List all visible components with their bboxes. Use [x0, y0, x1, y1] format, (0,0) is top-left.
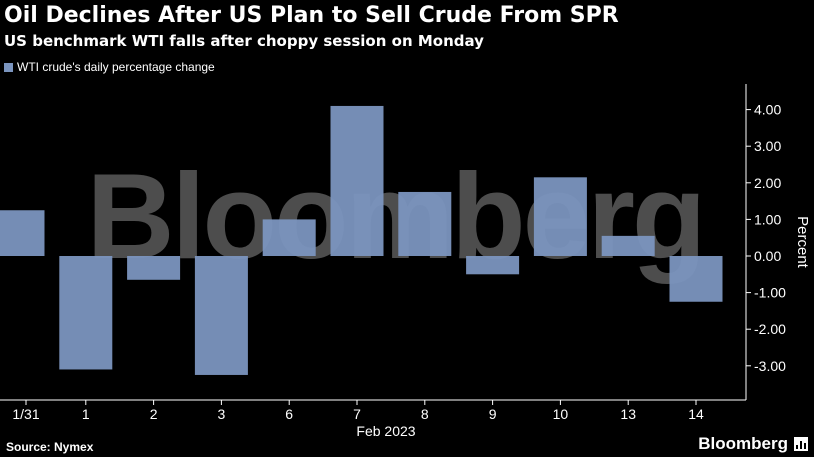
bloomberg-logo: Bloomberg [698, 434, 808, 454]
bloomberg-watermark: Bloomberg [87, 148, 704, 284]
y-tick-label: 3.00 [754, 138, 781, 154]
bar-1/31 [0, 210, 45, 256]
bar-9 [466, 256, 520, 275]
y-tick-label: -2.00 [754, 321, 786, 337]
y-tick-label: 4.00 [754, 102, 781, 118]
bar-chart-icon [794, 437, 808, 451]
y-tick-label: -1.00 [754, 285, 786, 301]
bar-14 [669, 256, 723, 302]
y-tick-label: -3.00 [754, 358, 786, 374]
bar-10 [533, 177, 587, 256]
x-tick-label: 6 [285, 406, 293, 422]
x-tick-label: 9 [489, 406, 497, 422]
x-tick-label: 3 [218, 406, 226, 422]
y-tick-label: 0.00 [754, 248, 781, 264]
x-tick-label: 7 [353, 406, 361, 422]
chart-subtitle: US benchmark WTI falls after choppy sess… [4, 32, 484, 50]
x-tick-label: 13 [620, 406, 636, 422]
bar-2 [127, 256, 181, 280]
brand-name: Bloomberg [698, 434, 788, 453]
bar-13 [601, 235, 655, 256]
source-note: Source: Nymex [6, 440, 94, 454]
legend-swatch [4, 62, 13, 72]
x-axis-title: Feb 2023 [356, 423, 415, 439]
bar-1 [59, 256, 113, 370]
legend: WTI crude's daily percentage change [4, 60, 215, 74]
bar-3 [194, 256, 248, 375]
bar-6 [262, 219, 316, 256]
legend-label: WTI crude's daily percentage change [17, 60, 215, 74]
bar-8 [398, 191, 452, 256]
y-tick-label: 2.00 [754, 175, 781, 191]
x-tick-label: 8 [421, 406, 429, 422]
x-tick-label: 10 [553, 406, 569, 422]
x-tick-label: 1/31 [12, 406, 39, 422]
y-axis-title: Percent [794, 216, 811, 269]
x-tick-label: 2 [150, 406, 158, 422]
bar-7 [330, 105, 384, 256]
x-tick-label: 14 [688, 406, 704, 422]
y-tick-label: 1.00 [754, 211, 781, 227]
chart-title: Oil Declines After US Plan to Sell Crude… [4, 3, 619, 28]
x-tick-label: 1 [82, 406, 90, 422]
